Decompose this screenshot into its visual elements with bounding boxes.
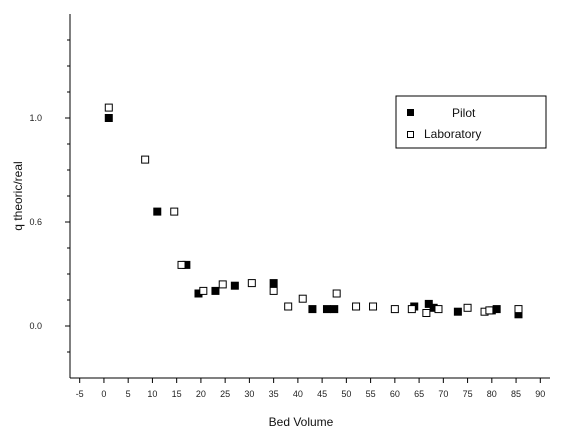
laboratory-point [199,286,208,295]
legend-label-pilot: Pilot [452,106,476,120]
pilot-point [230,281,239,290]
x-tick-label: 15 [172,389,182,399]
x-tick-label: 55 [366,389,376,399]
y-axis-title: q theoric/real [11,161,25,230]
laboratory-point [332,289,341,298]
laboratory-point [463,303,472,312]
x-tick-label: 80 [487,389,497,399]
pilot-point [153,207,162,216]
x-tick-label: 85 [511,389,521,399]
x-ticks: -5 0 5 10 15 20 25 30 35 40 45 50 55 60 65 70 75 80 85 90 [76,378,545,399]
x-tick-label: 20 [196,389,206,399]
y-tick-label: 1.0 [29,113,42,123]
x-tick-label: 5 [126,389,131,399]
x-tick-label: 30 [244,389,254,399]
pilot-point [269,279,278,288]
laboratory-point [514,305,523,314]
x-tick-label: 75 [463,389,473,399]
y-tick-label: 0.6 [29,217,42,227]
legend-box [395,95,547,149]
laboratory-point [390,305,399,314]
x-axis-title: Bed Volume [269,415,334,429]
legend-label-laboratory: Laboratory [424,127,481,141]
pilot-point [104,114,113,122]
x-tick-label: 10 [147,389,157,399]
x-tick-label: 70 [438,389,448,399]
laboratory-point [104,103,113,112]
pilot-point [322,305,331,314]
pilot-point [424,299,433,308]
laboratory-point [352,302,361,311]
pilot-point [330,305,339,314]
x-tick-label: 40 [293,389,303,399]
laboratory-point [407,305,416,314]
pilot-point [453,307,462,316]
laboratory-point [170,207,179,216]
laboratory-point [422,309,431,317]
x-tick-label: -5 [76,389,84,399]
x-tick-label: 50 [341,389,351,399]
pilot-point [514,310,523,319]
data-markers [104,103,523,319]
laboratory-point [284,302,293,311]
y-tick-label: 0.0 [29,321,42,331]
laboratory-point [218,280,227,289]
laboratory-point [247,279,256,288]
pilot-point [194,289,203,298]
laboratory-point [177,260,186,269]
x-tick-label: 65 [414,389,424,399]
laboratory-point [141,155,150,164]
laboratory-point [434,305,443,314]
laboratory-point [298,294,307,303]
x-tick-label: 35 [269,389,279,399]
laboratory-point [485,306,494,315]
pilot-point [182,260,191,269]
laboratory-point [369,302,378,311]
x-tick-label: 90 [535,389,545,399]
legend-marker-pilot [407,109,414,116]
x-tick-label: 45 [317,389,327,399]
legend-marker-laboratory [407,131,414,138]
x-tick-label: 0 [101,389,106,399]
pilot-point [211,286,220,295]
pilot-point [308,305,317,314]
laboratory-point [269,286,278,295]
pilot-point [429,303,438,312]
x-tick-label: 60 [390,389,400,399]
legend: Pilot Laboratory [395,95,547,149]
plot-area [69,14,550,379]
x-tick-label: 25 [220,389,230,399]
y-ticks: 0.0 0.6 1.0 [29,39,70,353]
pilot-point [492,305,501,314]
